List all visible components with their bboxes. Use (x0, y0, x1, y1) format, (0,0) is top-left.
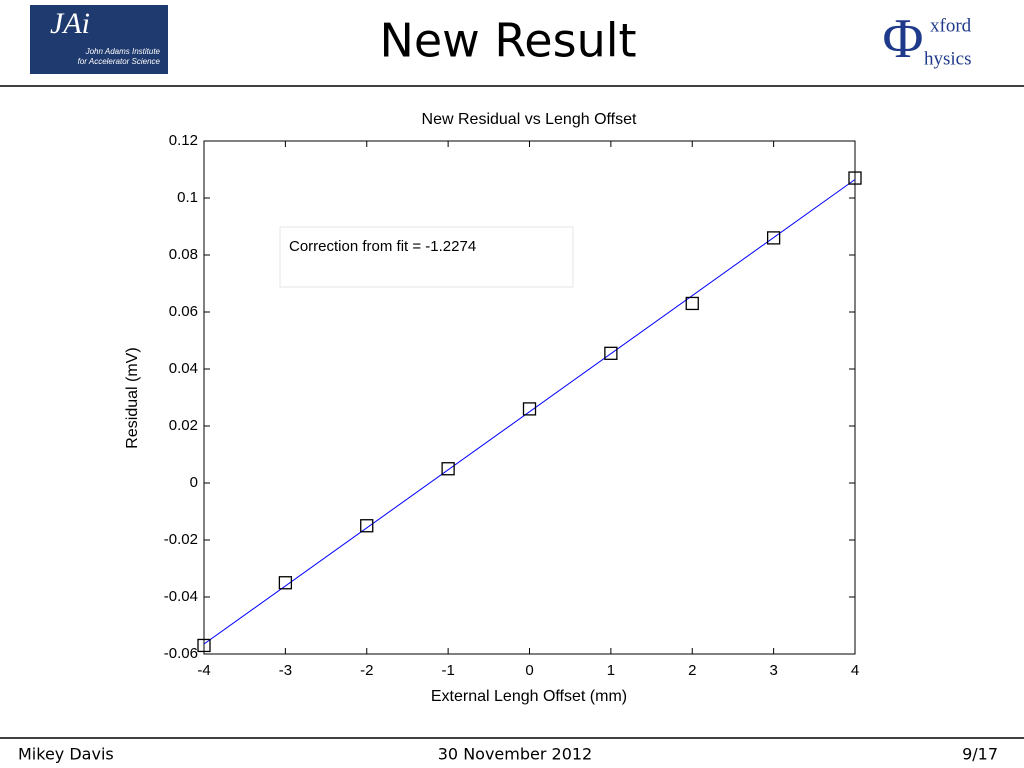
y-tick-label: -0.02 (164, 531, 198, 548)
y-tick-label: 0.04 (169, 360, 198, 377)
data-point (766, 231, 781, 245)
x-tick-label: 4 (851, 662, 859, 679)
x-tick-label: -1 (441, 662, 454, 679)
data-point (441, 462, 455, 476)
jai-mark: JAi (50, 7, 90, 40)
y-tick-label: 0.1 (177, 189, 198, 206)
slide-title: New Result (379, 14, 636, 68)
oxford-line: hysics (924, 48, 972, 69)
jai-line: for Accelerator Science (78, 57, 161, 66)
x-tick-label: -3 (279, 662, 292, 679)
x-tick-label: 0 (525, 662, 533, 679)
y-tick-label: 0.12 (169, 132, 198, 149)
oxford-symbol: Φ (883, 8, 924, 70)
y-tick-label: 0.08 (169, 246, 198, 263)
data-point (197, 638, 211, 653)
chart-title: New Residual vs Lengh Offset (422, 111, 637, 128)
footer-author: Mikey Davis (18, 745, 114, 764)
x-tick-label: -4 (197, 662, 210, 679)
annotation: Correction from fit = -1.2274 (289, 238, 476, 255)
plot-frame (203, 140, 856, 655)
x-tick-label: 1 (607, 662, 615, 679)
data-point (360, 519, 374, 533)
y-tick-label: 0.06 (169, 303, 198, 320)
y-tick-label: -0.04 (164, 588, 198, 605)
fit-line (203, 179, 856, 645)
data-point (604, 346, 618, 360)
footer-page: 9/17 (962, 745, 998, 764)
annotation-box (279, 226, 574, 288)
y-axis-label: Residual (mV) (124, 347, 141, 448)
data-point (278, 576, 293, 590)
x-axis-label: External Lengh Offset (mm) (431, 688, 627, 705)
y-tick-label: 0 (190, 474, 198, 491)
x-tick-label: 3 (769, 662, 777, 679)
y-tick-label: 0.02 (169, 417, 198, 434)
oxford-line: xford (930, 15, 972, 36)
y-tick-label: -0.06 (164, 645, 198, 662)
jai-line: John Adams Institute (85, 47, 161, 56)
jai-logo (30, 5, 168, 74)
data-point (685, 296, 699, 311)
footer-date: 30 November 2012 (438, 745, 592, 764)
data-point (848, 171, 862, 185)
data-point (522, 402, 537, 416)
x-tick-label: 2 (688, 662, 696, 679)
x-tick-label: -2 (360, 662, 373, 679)
